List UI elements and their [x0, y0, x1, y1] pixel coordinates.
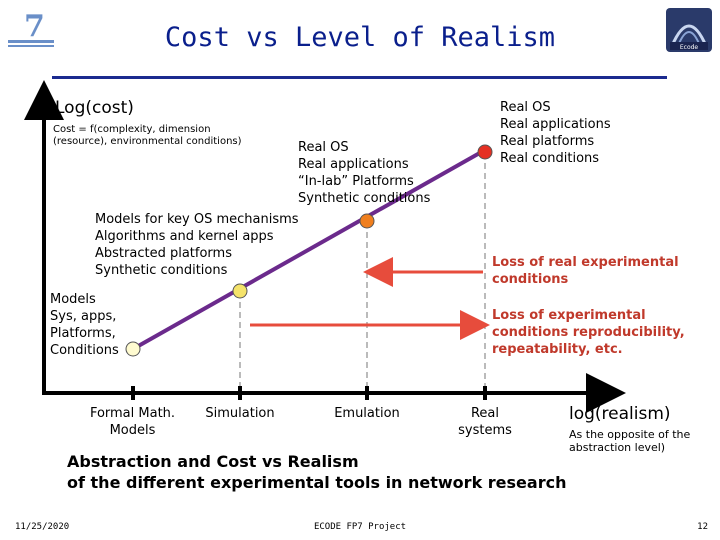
x-axis-label: log(realism) [569, 404, 671, 424]
point-emulation [359, 213, 375, 229]
label-models: Models Sys, apps, Platforms, Conditions [50, 292, 119, 358]
x-axis-note: As the opposite of the abstraction level) [569, 428, 691, 454]
cost-note: Cost = f(complexity, dimension (resource)… [53, 124, 242, 147]
page-title: Cost vs Level of Realism [164, 22, 556, 53]
caption: Abstraction and Cost vs Realism of the di… [67, 452, 567, 492]
cost-line [132, 148, 486, 351]
title-rule [52, 76, 667, 79]
point-formal [125, 341, 141, 357]
label-real: Real OS Real applications Real platforms R… [500, 100, 611, 166]
ecode-logo: Ecode [664, 6, 714, 54]
svg-text:Ecode: Ecode [680, 44, 699, 51]
footer-project: ECODE FP7 Project [313, 522, 407, 532]
annotation-loss-real: Loss of real experimental conditions [492, 255, 679, 287]
footer-date: 11/25/2020 [15, 522, 70, 532]
label-in-lab: Real OS Real applications “In-lab” Platfo… [298, 140, 431, 206]
y-axis-label: Log(cost) [55, 98, 134, 118]
point-simulation [232, 283, 248, 299]
tick-label-real: Real systems [458, 406, 512, 438]
label-key-os: Models for key OS mechanisms Algorithms a… [95, 212, 299, 278]
tick-label-emulation: Emulation [334, 406, 400, 421]
annotation-loss-repro: Loss of experimental conditions reproduci… [492, 308, 685, 357]
page-number: 12 [697, 522, 708, 532]
fp7-logo: 7 [6, 6, 56, 50]
point-real [477, 144, 493, 160]
tick-label-simulation: Simulation [205, 406, 275, 421]
tick-label-formal: Formal Math. Models [89, 406, 176, 438]
svg-text:7: 7 [24, 9, 45, 44]
